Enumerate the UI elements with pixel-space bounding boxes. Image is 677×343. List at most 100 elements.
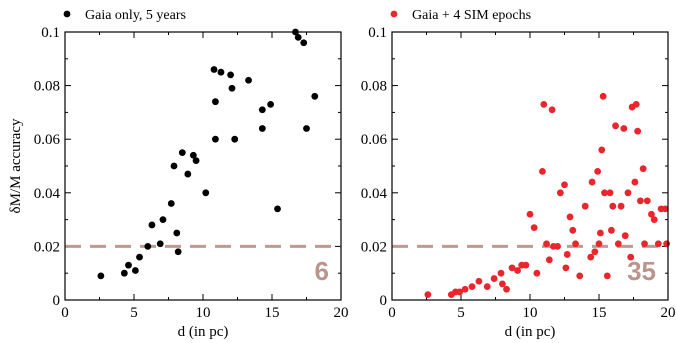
data-point xyxy=(294,33,302,41)
data-point xyxy=(594,167,602,175)
data-point xyxy=(228,84,236,92)
data-point xyxy=(245,76,252,84)
data-point xyxy=(614,240,622,248)
data-point xyxy=(475,277,483,285)
legend-marker-gaia-only xyxy=(63,10,71,18)
data-point xyxy=(173,229,181,237)
data-point xyxy=(634,127,642,135)
y-tick-label: 0.02 xyxy=(361,239,387,255)
data-point xyxy=(554,243,561,250)
data-point xyxy=(192,157,200,165)
y-tick-label: 0.08 xyxy=(34,79,60,95)
x-tick-label: 15 xyxy=(592,305,607,321)
data-point xyxy=(170,162,178,170)
data-point xyxy=(609,202,617,210)
data-point xyxy=(178,149,186,157)
data-point xyxy=(503,285,510,293)
data-point xyxy=(97,272,105,280)
x-tick-label: 0 xyxy=(61,305,69,321)
data-point xyxy=(624,189,632,197)
data-point xyxy=(526,210,534,218)
data-point xyxy=(303,125,310,132)
data-point xyxy=(497,269,505,277)
data-point xyxy=(533,269,541,277)
data-point xyxy=(174,248,182,256)
x-tick-label: 0 xyxy=(388,305,396,321)
plot-frame-gaia-sim xyxy=(391,31,669,301)
data-point xyxy=(617,202,625,210)
data-point xyxy=(522,261,530,269)
data-point xyxy=(639,165,647,173)
data-point xyxy=(514,267,521,274)
x-tick-label: 20 xyxy=(334,305,349,321)
y-tick-label: 0.02 xyxy=(34,239,60,255)
data-point xyxy=(210,66,218,73)
data-point xyxy=(120,269,128,277)
data-point xyxy=(595,240,603,248)
data-point xyxy=(136,253,143,261)
data-point xyxy=(603,272,611,280)
data-point xyxy=(144,243,152,250)
y-tick-label: 0.1 xyxy=(368,25,387,41)
data-point xyxy=(545,256,553,264)
data-point xyxy=(632,100,640,108)
data-point xyxy=(156,240,164,248)
ticks-gaia-only: 0 5 10 15 20 0 0.02 0.04 0.06 0.08 0.1 xyxy=(34,25,349,321)
data-point xyxy=(588,178,596,186)
data-point xyxy=(661,205,669,213)
data-point xyxy=(483,283,491,290)
x-axis-label-gaia-sim: d (in pc) xyxy=(505,324,556,340)
data-point xyxy=(131,267,139,274)
x-tick-label: 15 xyxy=(265,305,280,321)
x-tick-label: 10 xyxy=(523,305,538,321)
y-tick-label: 0 xyxy=(53,293,61,309)
data-point xyxy=(231,135,239,143)
data-point xyxy=(258,106,266,114)
data-point xyxy=(217,68,225,76)
data-point xyxy=(643,197,651,205)
data-point xyxy=(572,240,579,248)
data-point xyxy=(627,253,635,261)
plot-frame-gaia-only xyxy=(64,31,342,301)
data-point xyxy=(539,167,546,175)
data-point xyxy=(621,232,629,240)
data-point xyxy=(612,122,619,130)
data-point xyxy=(566,213,574,221)
y-tick-label: 0.04 xyxy=(361,186,388,202)
data-point xyxy=(654,240,662,248)
y-tick-label: 0.06 xyxy=(34,132,61,148)
y-axis-label: δM/M accuracy xyxy=(8,118,24,213)
x-tick-label: 20 xyxy=(661,305,676,321)
data-point xyxy=(631,178,639,186)
data-point xyxy=(212,135,219,143)
data-point xyxy=(591,248,599,256)
panel-gaia-only: 0 5 10 15 20 0 0.02 0.04 0.06 0.08 0.1 6 Gaia only… xyxy=(34,8,349,340)
data-point xyxy=(461,285,469,293)
data-point xyxy=(563,251,571,258)
x-tick-label: 10 xyxy=(196,305,211,321)
count-label-gaia-only: 6 xyxy=(315,256,329,286)
data-point xyxy=(561,181,568,189)
data-point xyxy=(490,275,498,282)
data-point xyxy=(587,253,595,261)
data-point xyxy=(606,189,614,197)
data-point xyxy=(608,226,615,234)
data-point xyxy=(189,151,197,159)
data-point xyxy=(599,92,607,100)
data-point xyxy=(212,98,219,106)
data-point xyxy=(456,288,464,296)
data-point xyxy=(184,170,192,178)
data-point xyxy=(596,229,604,237)
ticks-gaia-sim: 0 5 10 15 20 0 0.02 0.04 0.06 0.08 0.1 xyxy=(361,25,676,321)
data-point xyxy=(648,210,655,218)
data-point xyxy=(601,189,608,197)
data-point xyxy=(641,240,648,248)
data-point xyxy=(499,280,506,288)
legend-label-gaia-only: Gaia only, 5 years xyxy=(85,8,186,23)
data-point xyxy=(548,106,556,114)
legend-marker-gaia-sim xyxy=(390,10,398,18)
markers-gaia-sim xyxy=(424,92,671,299)
x-tick-label: 5 xyxy=(457,305,465,321)
data-point xyxy=(424,291,432,299)
